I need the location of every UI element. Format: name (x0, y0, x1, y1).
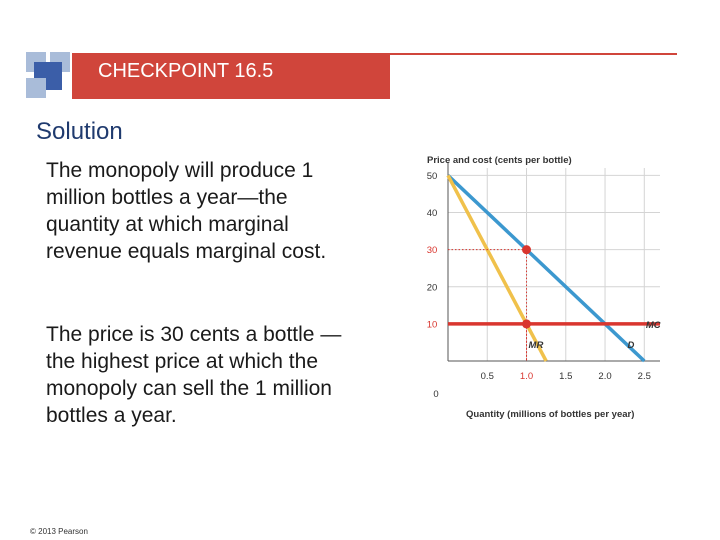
header-band (72, 53, 390, 99)
y-tick-label-4: 50 (427, 171, 438, 182)
series-line-mr (446, 174, 548, 362)
origin-label: 0 (433, 389, 438, 400)
x-axis-title: Quantity (millions of bottles per year) (466, 409, 634, 420)
series-label-mc: MC (646, 320, 661, 331)
paragraph-quantity: The monopoly will produce 1 million bott… (46, 159, 327, 263)
x-tick-label-1: 1.0 (520, 371, 533, 382)
series-label-d: D (628, 340, 635, 351)
y-tick-label-0: 10 (427, 319, 438, 330)
pearson-logo (26, 52, 72, 98)
y-tick-label-2: 30 (427, 245, 438, 256)
highlight-point-1 (522, 319, 532, 329)
x-tick-label-2: 1.5 (559, 371, 572, 382)
logo-square-light-bottom (26, 78, 46, 98)
monopoly-chart: 10 20 30 40 50 0.5 1.0 1.5 2.0 2.5 0 D MR MC Price and… (427, 155, 661, 420)
highlight-point-0 (522, 245, 532, 255)
y-tick-label-1: 20 (427, 282, 438, 293)
y-axis-title: Price and cost (cents per bottle) (427, 155, 572, 166)
series-line-d (446, 174, 646, 363)
paragraph-price: The price is 30 cents a bottle — the hig… (46, 323, 342, 427)
section-title: Solution (36, 118, 123, 145)
x-tick-label-4: 2.5 (638, 371, 651, 382)
x-tick-label-3: 2.0 (598, 371, 611, 382)
y-tick-label-3: 40 (427, 208, 438, 219)
slide-title: CHECKPOINT 16.5 (98, 60, 274, 82)
series-label-mr: MR (529, 340, 544, 351)
header-rule (390, 53, 677, 55)
x-tick-label-0: 0.5 (481, 371, 494, 382)
copyright-notice: © 2013 Pearson (30, 527, 88, 536)
